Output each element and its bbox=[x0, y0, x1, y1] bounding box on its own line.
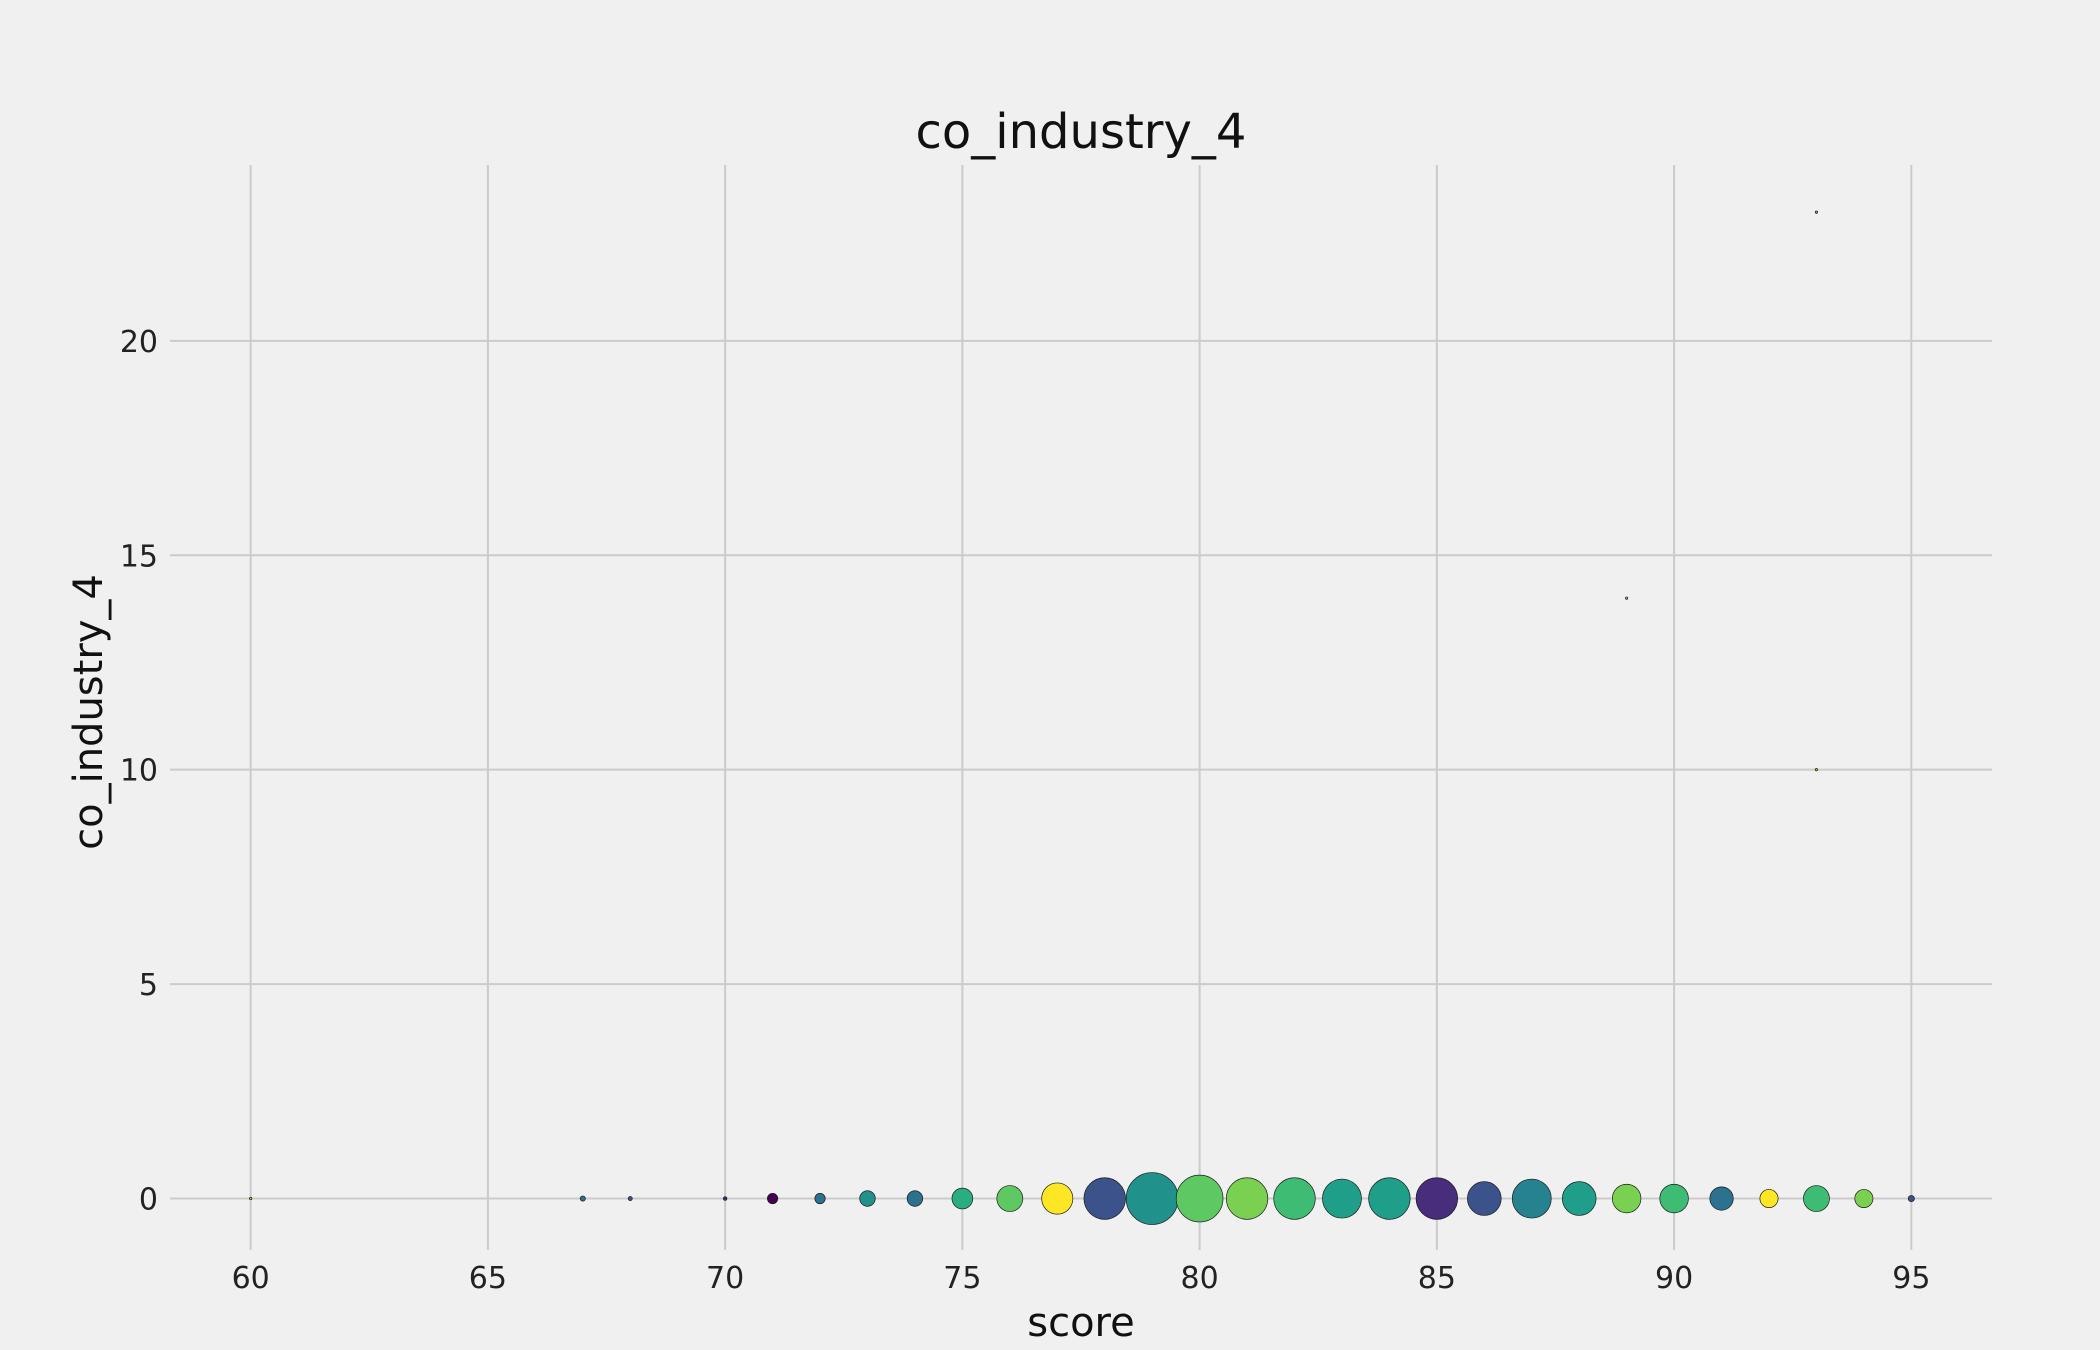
scatter-point bbox=[249, 1196, 253, 1201]
x-tick-label: 65 bbox=[469, 1261, 507, 1296]
x-tick-label: 80 bbox=[1181, 1261, 1219, 1296]
scatter-point bbox=[1273, 1177, 1316, 1220]
scatter-point bbox=[1368, 1177, 1411, 1220]
data-points bbox=[249, 210, 1915, 1225]
scatter-point bbox=[814, 1192, 826, 1205]
x-tick-label: 70 bbox=[706, 1261, 744, 1296]
scatter-point bbox=[1415, 1177, 1459, 1220]
y-tick-label: 15 bbox=[120, 539, 158, 574]
x-tick-label: 90 bbox=[1655, 1261, 1693, 1296]
x-tick-label: 60 bbox=[232, 1261, 270, 1296]
scatter-point bbox=[1814, 768, 1818, 772]
chart-title: co_industry_4 bbox=[916, 104, 1247, 160]
y-tick-label: 5 bbox=[139, 968, 158, 1003]
scatter-point bbox=[1322, 1178, 1362, 1219]
y-tick-label: 0 bbox=[139, 1183, 158, 1218]
x-tick-label: 95 bbox=[1892, 1261, 1930, 1296]
x-tick-label: 85 bbox=[1418, 1261, 1456, 1296]
scatter-point bbox=[1561, 1181, 1597, 1216]
scatter-point bbox=[767, 1192, 779, 1205]
scatter-point bbox=[1467, 1181, 1502, 1216]
scatter-point bbox=[1041, 1182, 1074, 1215]
scatter-point bbox=[579, 1195, 586, 1202]
y-tick-label: 20 bbox=[120, 325, 158, 360]
scatter-point bbox=[722, 1196, 728, 1201]
y-axis-label: co_industry_4 bbox=[66, 574, 112, 850]
scatter-point bbox=[1511, 1178, 1552, 1219]
scatter-point bbox=[1709, 1186, 1734, 1211]
scatter-point bbox=[859, 1190, 876, 1207]
scatter-point bbox=[1854, 1189, 1874, 1208]
scatter-point bbox=[951, 1187, 974, 1210]
scatter-point bbox=[1612, 1183, 1642, 1214]
x-tick-label: 75 bbox=[943, 1261, 981, 1296]
gridlines bbox=[170, 165, 1992, 1250]
scatter-point bbox=[1814, 210, 1818, 214]
scatter-point bbox=[996, 1185, 1024, 1212]
scatter-point bbox=[1175, 1174, 1224, 1223]
scatter-point bbox=[1125, 1172, 1179, 1225]
x-axis-label: score bbox=[1027, 1300, 1134, 1346]
tick-labels: 60 65 70 75 80 85 90 95 0 5 10 15 20 bbox=[120, 325, 1931, 1296]
scatter-point bbox=[1907, 1195, 1915, 1203]
scatter-point bbox=[1803, 1185, 1830, 1212]
scatter-point bbox=[1759, 1189, 1779, 1208]
scatter-point bbox=[1083, 1177, 1126, 1220]
scatter-point bbox=[627, 1196, 633, 1201]
scatter-point bbox=[1225, 1177, 1269, 1220]
scatter-point bbox=[1625, 596, 1629, 600]
scatter-point bbox=[1659, 1183, 1689, 1214]
scatter-point bbox=[906, 1190, 924, 1207]
y-tick-label: 10 bbox=[120, 754, 158, 789]
